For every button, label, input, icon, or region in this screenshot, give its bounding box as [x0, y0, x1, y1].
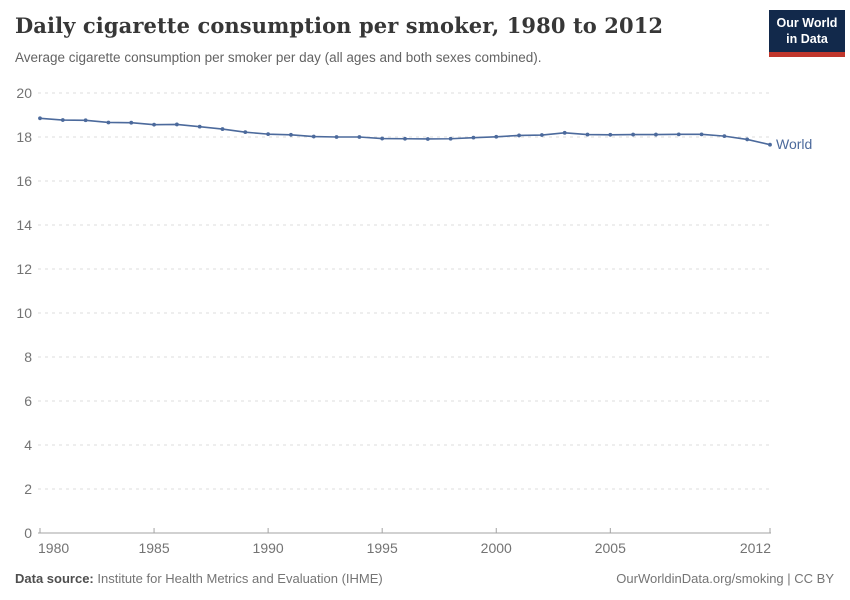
data-point-world-1992	[311, 134, 316, 139]
data-source-label: Data source:	[15, 571, 94, 586]
page-title: Daily cigarette consumption per smoker, …	[15, 13, 664, 38]
data-source-value: Institute for Health Metrics and Evaluat…	[97, 571, 383, 586]
y-tick-label-18: 18	[16, 129, 32, 145]
y-tick-label-20: 20	[16, 85, 32, 101]
owid-logo-line1: Our World	[776, 16, 838, 30]
data-point-world-1985	[152, 122, 156, 127]
data-point-world-2005	[608, 132, 613, 137]
credit-link[interactable]: OurWorldinData.org/smoking | CC BY	[616, 571, 834, 586]
data-point-world-1991	[289, 132, 293, 137]
data-point-world-2007	[654, 132, 658, 137]
x-tick-label-2012: 2012	[740, 540, 771, 556]
owid-logo: Our World in Data	[769, 10, 845, 57]
data-point-world-1998	[448, 136, 453, 141]
data-source-note: Data source: Institute for Health Metric…	[15, 571, 383, 586]
x-tick-label-2005: 2005	[595, 540, 626, 556]
data-point-world-1987	[197, 124, 202, 129]
data-point-world-1989	[243, 130, 248, 135]
data-point-world-2009	[699, 132, 704, 137]
x-tick-label-1980: 1980	[38, 540, 69, 556]
x-tick-label-1990: 1990	[253, 540, 284, 556]
data-point-world-1994	[357, 135, 362, 139]
data-point-world-1999	[471, 135, 476, 140]
y-tick-label-2: 2	[24, 481, 32, 497]
x-tick-label-1985: 1985	[138, 540, 169, 556]
data-point-world-2010	[722, 134, 727, 139]
y-tick-label-16: 16	[16, 173, 32, 189]
data-point-world-1983	[106, 120, 111, 125]
x-tick-label-1995: 1995	[367, 540, 398, 556]
y-tick-label-12: 12	[16, 261, 32, 277]
owid-logo-line2: in Data	[786, 31, 828, 46]
y-tick-label-6: 6	[24, 393, 32, 409]
data-point-world-1988	[220, 127, 225, 131]
data-point-world-1996	[403, 136, 407, 141]
data-point-world-2011	[745, 137, 750, 142]
series-label-world: World	[776, 136, 812, 152]
y-tick-label-8: 8	[24, 349, 32, 365]
data-point-world-2004	[585, 132, 590, 137]
data-point-world-2001	[517, 133, 521, 138]
data-point-world-1981	[60, 118, 65, 122]
y-tick-label-10: 10	[16, 305, 32, 321]
data-point-world-1997	[425, 137, 430, 141]
y-tick-label-0: 0	[24, 525, 32, 541]
data-point-world-1995	[380, 136, 385, 141]
data-point-world-2002	[539, 133, 544, 137]
data-point-world-2003	[562, 130, 567, 135]
data-point-world-1990	[266, 132, 271, 137]
data-point-world-1984	[129, 120, 134, 125]
data-point-world-2000	[494, 134, 499, 139]
data-point-world-2006	[631, 132, 636, 137]
x-tick-label-2000: 2000	[481, 540, 512, 556]
data-point-world-1982	[83, 118, 88, 123]
series-line-world	[39, 117, 771, 146]
data-point-world-2008	[676, 132, 681, 137]
data-point-world-2012	[768, 142, 772, 147]
chart-subtitle: Average cigarette consumption per smoker…	[15, 50, 542, 65]
data-point-world-1993	[334, 135, 339, 139]
data-point-world-1986	[174, 122, 179, 127]
data-point-world-1980	[38, 116, 42, 121]
y-tick-label-4: 4	[24, 437, 32, 453]
y-tick-label-14: 14	[16, 217, 32, 233]
